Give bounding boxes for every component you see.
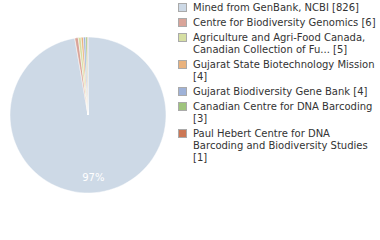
html-text:Centre for Biodiversity Genomi: Centre for Biodiversity Genomics [6] (193, 17, 376, 28)
html-text:Gujarat State Biotechnology Mi: Gujarat State Biotechnology Mission [4] (193, 59, 375, 82)
html-text:Paul Hebert Centre for DNA Bar: Paul Hebert Centre for DNA Barcoding and… (193, 128, 368, 163)
html-text:Agriculture and Agri-Food Cana: Agriculture and Agri-Food Canada, Canadi… (193, 32, 366, 55)
html-text:Mined from GenBank, NCBI [826]: Mined from GenBank, NCBI [826] (193, 2, 359, 13)
html-text:Gujarat Biodiversity Gene Bank: Gujarat Biodiversity Gene Bank [4] (193, 86, 368, 97)
svg-text:97%: 97% (82, 172, 104, 183)
html-text:Canadian Centre for DNA Barcod: Canadian Centre for DNA Barcoding [3] (193, 101, 373, 124)
